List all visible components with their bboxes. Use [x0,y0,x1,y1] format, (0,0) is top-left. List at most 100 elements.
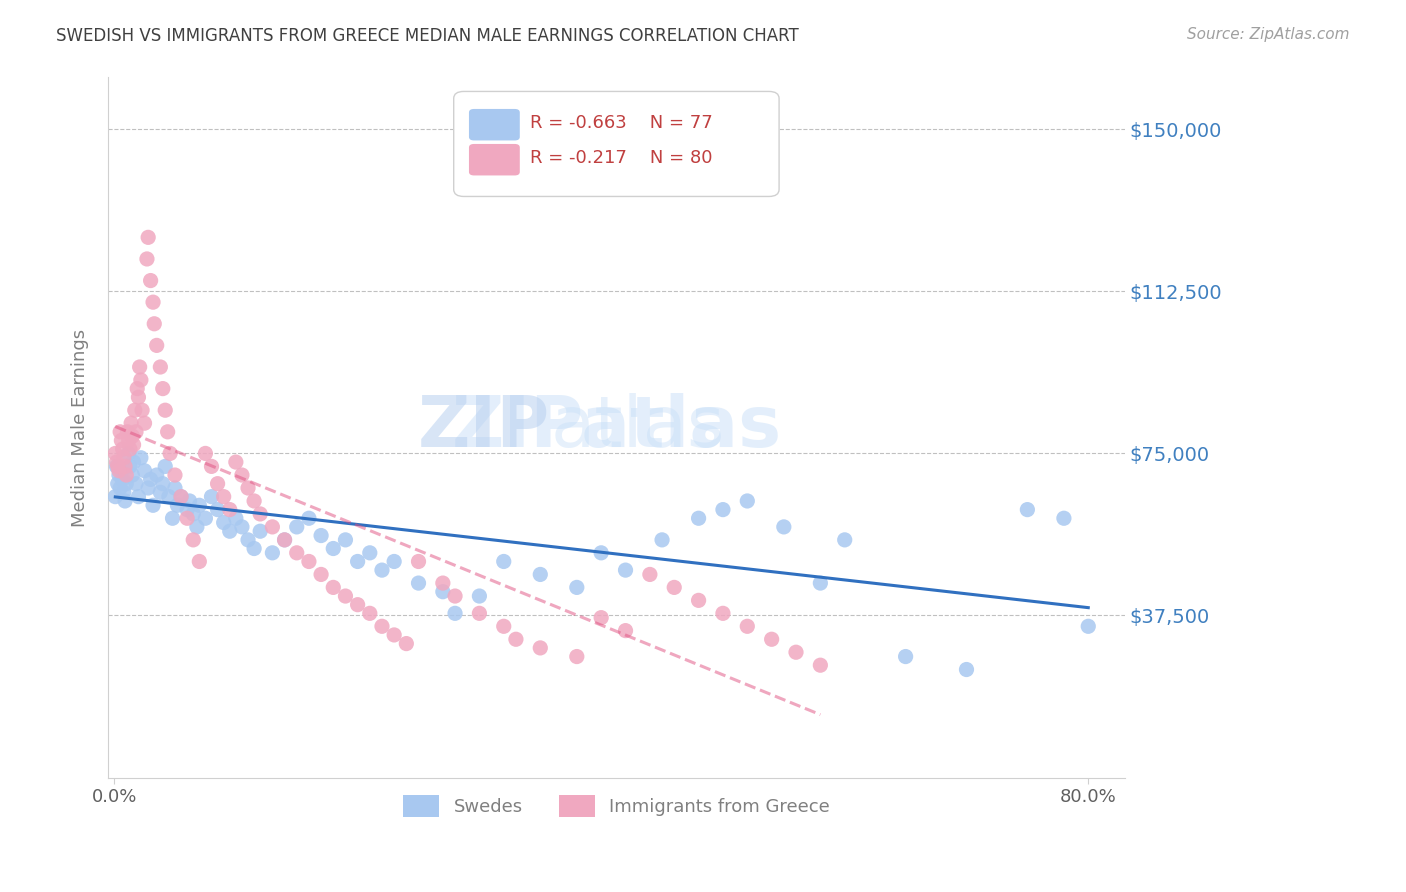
Point [156,425,179,439]
Point [136,481,159,495]
Point [157,490,180,504]
Point [122,438,145,452]
Point [1017,502,1039,516]
Point [591,610,613,624]
Point [432,584,454,599]
Point [614,624,637,638]
Point [249,524,271,539]
Point [808,576,831,591]
Point [170,490,193,504]
Point [335,589,357,603]
Point [188,554,211,568]
Point [711,502,734,516]
Point [664,581,686,595]
Text: R = -0.217    N = 80: R = -0.217 N = 80 [530,149,713,167]
Point [346,554,368,568]
Point [181,507,204,521]
Point [529,567,551,582]
Point [225,455,247,469]
Point [152,382,174,396]
Point [432,576,454,591]
Point [711,607,734,621]
Point [225,511,247,525]
Point [529,640,551,655]
Point [346,598,368,612]
Point [262,520,284,534]
Point [1077,619,1099,633]
Point [894,649,917,664]
Text: SWEDISH VS IMMIGRANTS FROM GREECE MEDIAN MALE EARNINGS CORRELATION CHART: SWEDISH VS IMMIGRANTS FROM GREECE MEDIAN… [56,27,799,45]
Point [176,502,198,516]
Point [107,459,129,474]
Point [309,567,332,582]
Point [737,619,759,633]
Point [236,533,259,547]
Point [149,485,172,500]
Point [104,446,127,460]
Point [186,520,208,534]
Point [118,434,141,448]
Point [194,446,217,460]
Point [761,632,783,647]
Point [322,541,344,556]
Point [231,468,253,483]
Point [166,498,188,512]
Point [565,649,588,664]
Point [243,494,266,508]
Point [444,589,467,603]
Point [111,472,134,486]
Point [591,546,613,560]
Text: ZIP: ZIP [418,393,550,462]
Point [492,619,515,633]
Point [298,554,321,568]
Point [149,359,172,374]
Point [808,658,831,673]
Point [638,567,661,582]
Point [114,494,136,508]
Point [614,563,637,577]
Point [212,490,235,504]
Point [371,563,394,577]
Point [112,450,135,465]
Y-axis label: Median Male Earnings: Median Male Earnings [72,328,89,526]
Point [468,589,491,603]
Point [335,533,357,547]
Point [128,359,150,374]
Point [155,459,177,474]
Point [131,403,153,417]
Point [136,252,159,266]
Point [163,468,186,483]
Point [127,390,149,404]
Point [104,490,127,504]
Point [218,502,240,516]
Point [108,468,131,483]
Text: Source: ZipAtlas.com: Source: ZipAtlas.com [1187,27,1350,42]
Point [565,581,588,595]
Point [155,403,177,417]
Point [834,533,856,547]
Point [111,442,134,456]
Point [371,619,394,633]
Point [145,468,167,483]
Point [114,459,136,474]
Point [273,533,295,547]
Point [382,554,405,568]
Point [181,533,204,547]
Point [200,459,222,474]
Point [159,446,181,460]
Point [110,434,132,448]
Point [112,485,135,500]
Point [125,425,148,439]
Point [688,593,710,607]
Point [139,274,162,288]
Point [124,403,146,417]
Point [651,533,673,547]
Point [107,476,129,491]
Point [127,382,149,396]
Point [110,464,132,478]
Point [108,425,131,439]
FancyBboxPatch shape [470,109,520,140]
Point [737,494,759,508]
Point [105,459,128,474]
Text: R = -0.663    N = 77: R = -0.663 N = 77 [530,114,713,132]
